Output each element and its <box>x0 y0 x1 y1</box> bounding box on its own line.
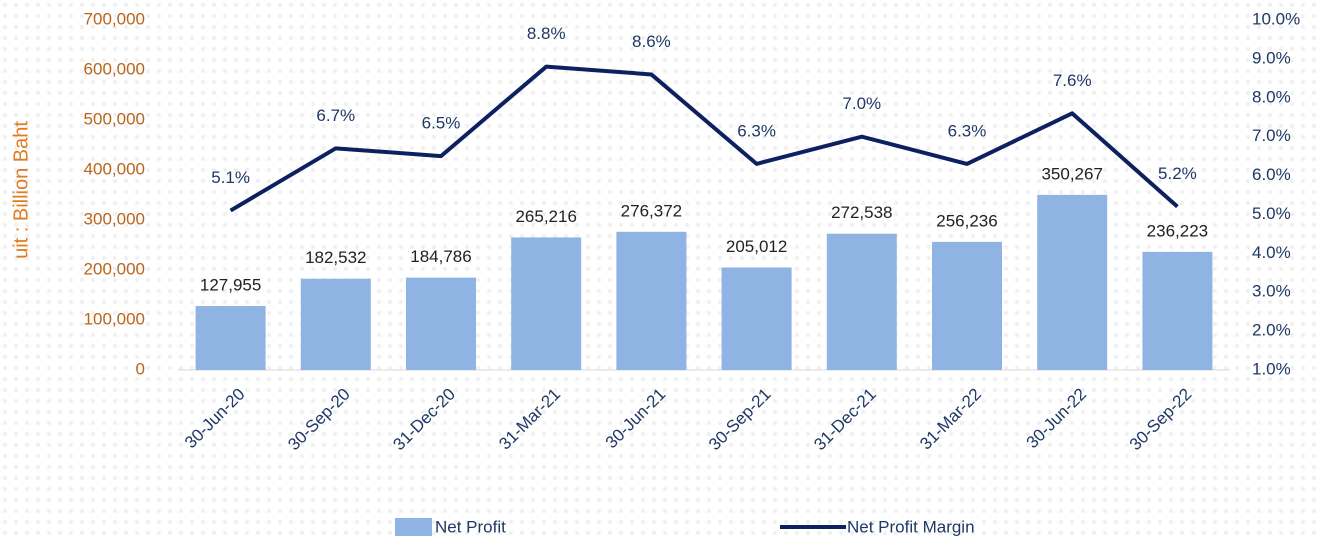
line-value-label: 6.5% <box>422 114 461 133</box>
bar-value-label: 205,012 <box>726 237 787 256</box>
y2-tick-label: 9.0% <box>1252 48 1291 67</box>
bar <box>1037 194 1108 370</box>
y2-tick-label: 1.0% <box>1252 359 1291 378</box>
line-value-label: 5.2% <box>1158 164 1197 183</box>
line-value-label: 7.0% <box>842 94 881 113</box>
y-tick-label: 200,000 <box>84 259 145 278</box>
legend-swatch <box>395 518 432 536</box>
y2-tick-label: 5.0% <box>1252 204 1291 223</box>
y2-tick-label: 2.0% <box>1252 321 1291 340</box>
y-tick-label: 600,000 <box>84 59 145 78</box>
bar <box>406 277 476 370</box>
bar-value-label: 350,267 <box>1041 164 1102 183</box>
y2-tick-label: 7.0% <box>1252 126 1291 145</box>
bar <box>195 306 266 370</box>
y2-tick-label: 10.0% <box>1252 9 1300 28</box>
bar-value-label: 272,538 <box>831 203 892 222</box>
line-value-label: 5.1% <box>211 168 250 187</box>
y-tick-label: 300,000 <box>84 209 145 228</box>
y-tick-label: 400,000 <box>84 159 145 178</box>
line-value-label: 6.3% <box>948 121 987 140</box>
bar <box>300 278 371 370</box>
y-tick-label: 700,000 <box>84 9 145 28</box>
bar-value-label: 265,216 <box>515 207 576 226</box>
y-tick-label: 500,000 <box>84 109 145 128</box>
y-tick-label: 100,000 <box>84 309 145 328</box>
line-value-label: 7.6% <box>1053 71 1092 90</box>
line <box>229 64 1179 213</box>
bar-value-label: 184,786 <box>410 247 471 266</box>
bar-value-label: 236,223 <box>1147 221 1208 240</box>
line-value-label: 6.7% <box>316 106 355 125</box>
bar-value-label: 127,955 <box>200 276 261 295</box>
legend-label: Net Profit Margin <box>847 517 975 536</box>
y2-tick-label: 6.0% <box>1252 165 1291 184</box>
bar <box>721 267 792 370</box>
bar <box>932 241 1002 370</box>
y2-tick-label: 8.0% <box>1252 87 1291 106</box>
y-axis-label: uit : Billion Baht <box>10 121 32 259</box>
bar <box>616 231 687 370</box>
line-value-label: 8.6% <box>632 32 671 51</box>
legend-label: Net Profit <box>435 517 506 536</box>
y2-tick-label: 4.0% <box>1252 243 1291 262</box>
bar-value-label: 276,372 <box>621 201 682 220</box>
bar-value-label: 256,236 <box>936 211 997 230</box>
y-tick-label: 0 <box>136 359 145 378</box>
bar-value-label: 182,532 <box>305 248 366 267</box>
y2-tick-label: 3.0% <box>1252 282 1291 301</box>
line-value-label: 8.8% <box>527 24 566 43</box>
line-value-label: 6.3% <box>737 121 776 140</box>
bar <box>1142 251 1213 370</box>
bar <box>826 233 897 370</box>
bar <box>511 237 582 370</box>
